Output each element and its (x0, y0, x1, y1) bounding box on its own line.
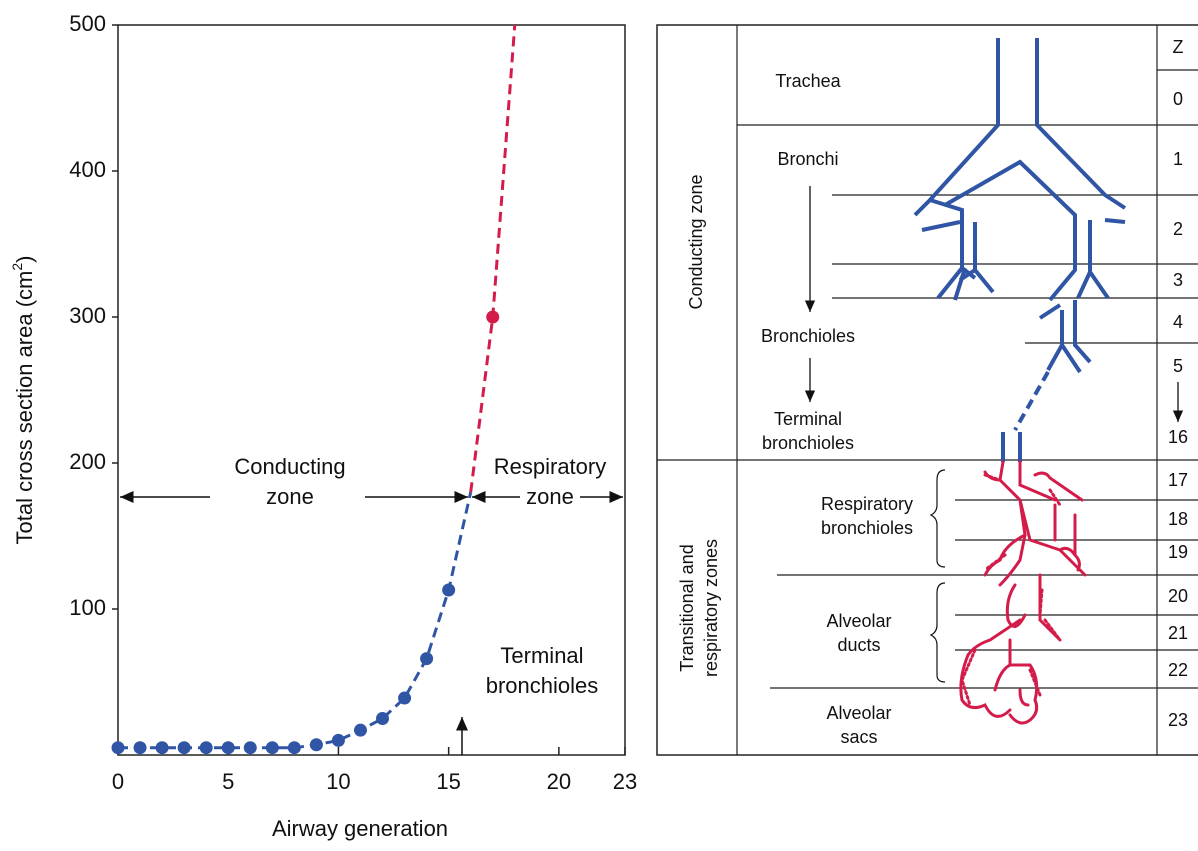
z-label: 21 (1168, 623, 1188, 643)
point (331, 733, 345, 747)
z-label: 4 (1173, 312, 1183, 332)
alveolar-tree (959, 653, 1039, 725)
z-label: 18 (1168, 509, 1188, 529)
structure-label: Alveolar (826, 611, 891, 631)
y-tick-label: 200 (69, 449, 106, 474)
point (287, 741, 301, 755)
y-tick-label: 400 (69, 157, 106, 182)
structure-label: Terminal (774, 409, 842, 429)
y-axis-label: Total cross section area (cm2) (9, 256, 37, 545)
z-header: Z (1173, 37, 1184, 57)
shape (929, 469, 946, 568)
z-label: 19 (1168, 542, 1188, 562)
y-label-text: Total cross section area (cm (12, 271, 37, 545)
structure-label: Respiratory (821, 494, 913, 514)
z-label: 2 (1173, 219, 1183, 239)
point (420, 652, 434, 666)
x-axis-label: Airway generation (272, 816, 448, 841)
bronchial-tree (944, 159, 1077, 302)
z-label: 0 (1173, 89, 1183, 109)
point (155, 741, 169, 755)
zone-label: respiratory zones (701, 539, 721, 677)
point (265, 741, 279, 755)
structure-label: bronchioles (821, 518, 913, 538)
point (309, 738, 323, 752)
annotation: bronchioles (486, 673, 599, 698)
x-tick-label: 15 (436, 769, 460, 794)
x-tick-label: 0 (112, 769, 124, 794)
y-tick-label: 500 (69, 11, 106, 36)
curve (469, 24, 517, 493)
bronchial-tree (913, 38, 1000, 217)
point (111, 741, 125, 755)
bronchial-tree (921, 220, 995, 294)
bronchial-tree (1013, 371, 1050, 431)
point (353, 723, 367, 737)
point (133, 741, 147, 755)
point (243, 741, 257, 755)
y-label-end: ) (12, 256, 37, 263)
chart: Airway generation Total cross section ar… (9, 11, 638, 841)
x-tick-label: 5 (222, 769, 234, 794)
structure-label: Alveolar (826, 703, 891, 723)
plot-frame (117, 24, 626, 756)
point (398, 691, 412, 705)
bronchial-tree (1035, 38, 1127, 210)
z-label: 5 (1173, 356, 1183, 376)
x-tick-label: 23 (613, 769, 637, 794)
annotation: zone (526, 484, 574, 509)
structure-label: Trachea (775, 71, 841, 91)
bronchial-tree (1076, 218, 1126, 300)
alveolar-tree (983, 503, 1081, 587)
x-tick-label: 10 (326, 769, 350, 794)
z-label: 16 (1168, 427, 1188, 447)
curve (118, 491, 473, 750)
structure-label: Bronchi (777, 149, 838, 169)
point (442, 583, 456, 597)
structure-label: sacs (840, 727, 877, 747)
x-tick-label: 20 (547, 769, 571, 794)
diagram-frame (656, 24, 1198, 756)
point (199, 741, 213, 755)
point (221, 741, 235, 755)
bronchial-tree (1038, 300, 1092, 374)
structure-label: Bronchioles (761, 326, 855, 346)
annotation: Terminal (500, 643, 583, 668)
bronchial-tree (1001, 432, 1022, 462)
structure-label: bronchioles (762, 433, 854, 453)
point (177, 741, 191, 755)
z-label: 17 (1168, 470, 1188, 490)
annotation: Respiratory (494, 454, 606, 479)
z-label: 23 (1168, 710, 1188, 730)
shape (929, 582, 946, 683)
zone-label: Transitional and (677, 544, 697, 671)
point (486, 310, 500, 324)
y-label-sup: 2 (9, 263, 25, 271)
y-tick-label: 300 (69, 303, 106, 328)
annotation: Conducting (234, 454, 345, 479)
z-label: 3 (1173, 270, 1183, 290)
z-label: 1 (1173, 149, 1183, 169)
annotation: zone (266, 484, 314, 509)
alveolar-tree (966, 573, 1062, 692)
z-label: 20 (1168, 586, 1188, 606)
alveolar-tree (960, 473, 1062, 707)
structure-label: ducts (837, 635, 880, 655)
z-label: 22 (1168, 660, 1188, 680)
point (376, 712, 390, 725)
bronchial-tree (929, 198, 977, 301)
zone-label: Conducting zone (686, 174, 706, 309)
y-tick-label: 100 (69, 595, 106, 620)
